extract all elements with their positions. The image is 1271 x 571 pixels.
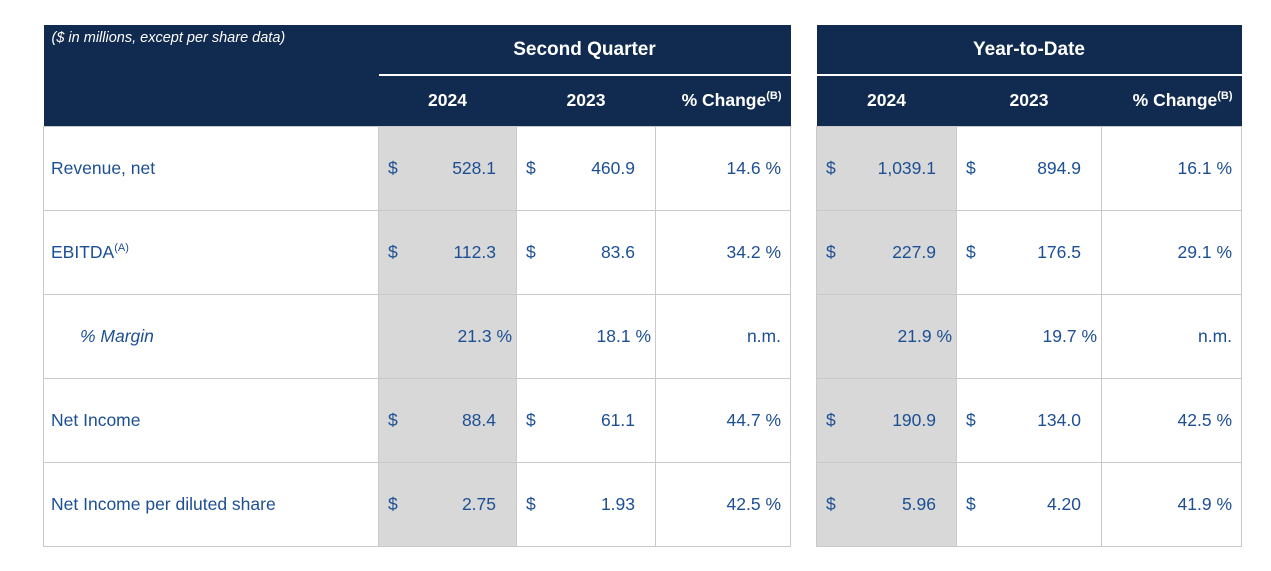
change-cell: n.m.: [1100, 293, 1243, 379]
change-cell: 42.5 %: [655, 461, 791, 547]
value-cell: $894.9: [956, 125, 1102, 211]
value-2024: 88.4: [461, 409, 496, 430]
value-2024: 5.96: [901, 493, 936, 514]
table-row-eps: Net Income per diluted share $2.75 $1.93…: [43, 461, 791, 547]
value-cell: $61.1: [516, 377, 656, 463]
currency-symbol: $: [388, 241, 398, 262]
currency-symbol: $: [826, 157, 836, 178]
value-cell: $460.9: [516, 125, 656, 211]
value-2023: 4.20: [1046, 493, 1081, 514]
currency-symbol: $: [388, 493, 398, 514]
year-to-date-table: Year-to-Date 2024 2023 % Change(B) $1,03…: [816, 25, 1243, 547]
change-cell: 29.1 %: [1100, 209, 1243, 295]
value-2024: 227.9: [892, 241, 936, 262]
value-2024: 2.75: [461, 493, 496, 514]
table-row-ebitda: $227.9 $176.5 29.1 %: [816, 209, 1243, 295]
value-cell: $528.1: [378, 125, 517, 211]
currency-symbol: $: [966, 409, 976, 430]
value-cell: $88.4: [378, 377, 517, 463]
row-label-ebitda: EBITDA(A): [43, 209, 379, 295]
change-cell: 41.9 %: [1100, 461, 1243, 547]
column-header-2024: 2024: [378, 75, 517, 126]
row-label-revenue: Revenue, net: [43, 125, 379, 211]
value-cell: $83.6: [516, 209, 656, 295]
currency-symbol: $: [966, 241, 976, 262]
change-label: % Change: [681, 90, 767, 111]
column-header-2023: 2023: [516, 75, 656, 126]
row-label-margin: % Margin: [43, 293, 379, 379]
row-label-eps: Net Income per diluted share: [43, 461, 379, 547]
change-cell: 14.6 %: [655, 125, 791, 211]
change-cell: 16.1 %: [1100, 125, 1243, 211]
table-row-net-income: $190.9 $134.0 42.5 %: [816, 377, 1243, 463]
footnote-b-marker: (B): [766, 90, 782, 103]
financial-summary: ($ in millions, except per share data) S…: [43, 25, 1243, 547]
value-2024: 528.1: [452, 157, 496, 178]
value-cell: 18.1 %: [516, 293, 656, 379]
column-header-change: % Change(B): [655, 75, 791, 126]
row-label-net-income: Net Income: [43, 377, 379, 463]
value-2023: 61.1: [600, 409, 635, 430]
header-spacer: [43, 75, 379, 126]
section-title-year-to-date: Year-to-Date: [816, 25, 1242, 76]
column-header-change: % Change(B): [1101, 75, 1242, 126]
table-row-revenue: Revenue, net $528.1 $460.9 14.6 %: [43, 125, 791, 211]
change-cell: 34.2 %: [655, 209, 791, 295]
column-header-2023: 2023: [956, 75, 1102, 126]
units-note: ($ in millions, except per share data): [43, 25, 379, 75]
currency-symbol: $: [526, 241, 536, 262]
value-cell: $1.93: [516, 461, 656, 547]
currency-symbol: $: [526, 409, 536, 430]
currency-symbol: $: [526, 493, 536, 514]
change-cell: 42.5 %: [1100, 377, 1243, 463]
value-cell: $5.96: [816, 461, 957, 547]
change-cell: n.m.: [655, 293, 791, 379]
value-cell: $176.5: [956, 209, 1102, 295]
table-row-ebitda: EBITDA(A) $112.3 $83.6 34.2 %: [43, 209, 791, 295]
section-title-second-quarter: Second Quarter: [378, 25, 791, 76]
table-row-margin: % Margin 21.3 % 18.1 % n.m.: [43, 293, 791, 379]
value-cell: 19.7 %: [956, 293, 1102, 379]
footnote-a-marker: (A): [114, 241, 129, 254]
value-2023: 83.6: [600, 241, 635, 262]
value-2023: 176.5: [1037, 241, 1081, 262]
value-2023: 894.9: [1037, 157, 1081, 178]
value-2024: 1,039.1: [877, 157, 936, 178]
table-row-net-income: Net Income $88.4 $61.1 44.7 %: [43, 377, 791, 463]
change-label: % Change: [1132, 90, 1218, 111]
currency-symbol: $: [826, 241, 836, 262]
currency-symbol: $: [826, 409, 836, 430]
column-header-2024: 2024: [816, 75, 957, 126]
currency-symbol: $: [966, 157, 976, 178]
value-cell: $112.3: [378, 209, 517, 295]
value-cell: 21.3 %: [378, 293, 517, 379]
value-2023: 460.9: [591, 157, 635, 178]
value-cell: $4.20: [956, 461, 1102, 547]
value-cell: $227.9: [816, 209, 957, 295]
value-cell: $134.0: [956, 377, 1102, 463]
value-cell: $2.75: [378, 461, 517, 547]
table-row-margin: 21.9 % 19.7 % n.m.: [816, 293, 1243, 379]
value-2023: 134.0: [1037, 409, 1081, 430]
change-cell: 44.7 %: [655, 377, 791, 463]
currency-symbol: $: [388, 157, 398, 178]
second-quarter-table: ($ in millions, except per share data) S…: [43, 25, 791, 547]
value-2024: 112.3: [453, 241, 497, 262]
ebitda-label: EBITDA: [51, 241, 115, 262]
table-row-revenue: $1,039.1 $894.9 16.1 %: [816, 125, 1243, 211]
value-cell: $1,039.1: [816, 125, 957, 211]
value-2024: 190.9: [892, 409, 936, 430]
currency-symbol: $: [526, 157, 536, 178]
table-row-eps: $5.96 $4.20 41.9 %: [816, 461, 1243, 547]
value-2023: 1.93: [600, 493, 635, 514]
value-cell: 21.9 %: [816, 293, 957, 379]
value-cell: $190.9: [816, 377, 957, 463]
currency-symbol: $: [966, 493, 976, 514]
currency-symbol: $: [826, 493, 836, 514]
footnote-b-marker: (B): [1217, 90, 1233, 103]
currency-symbol: $: [388, 409, 398, 430]
